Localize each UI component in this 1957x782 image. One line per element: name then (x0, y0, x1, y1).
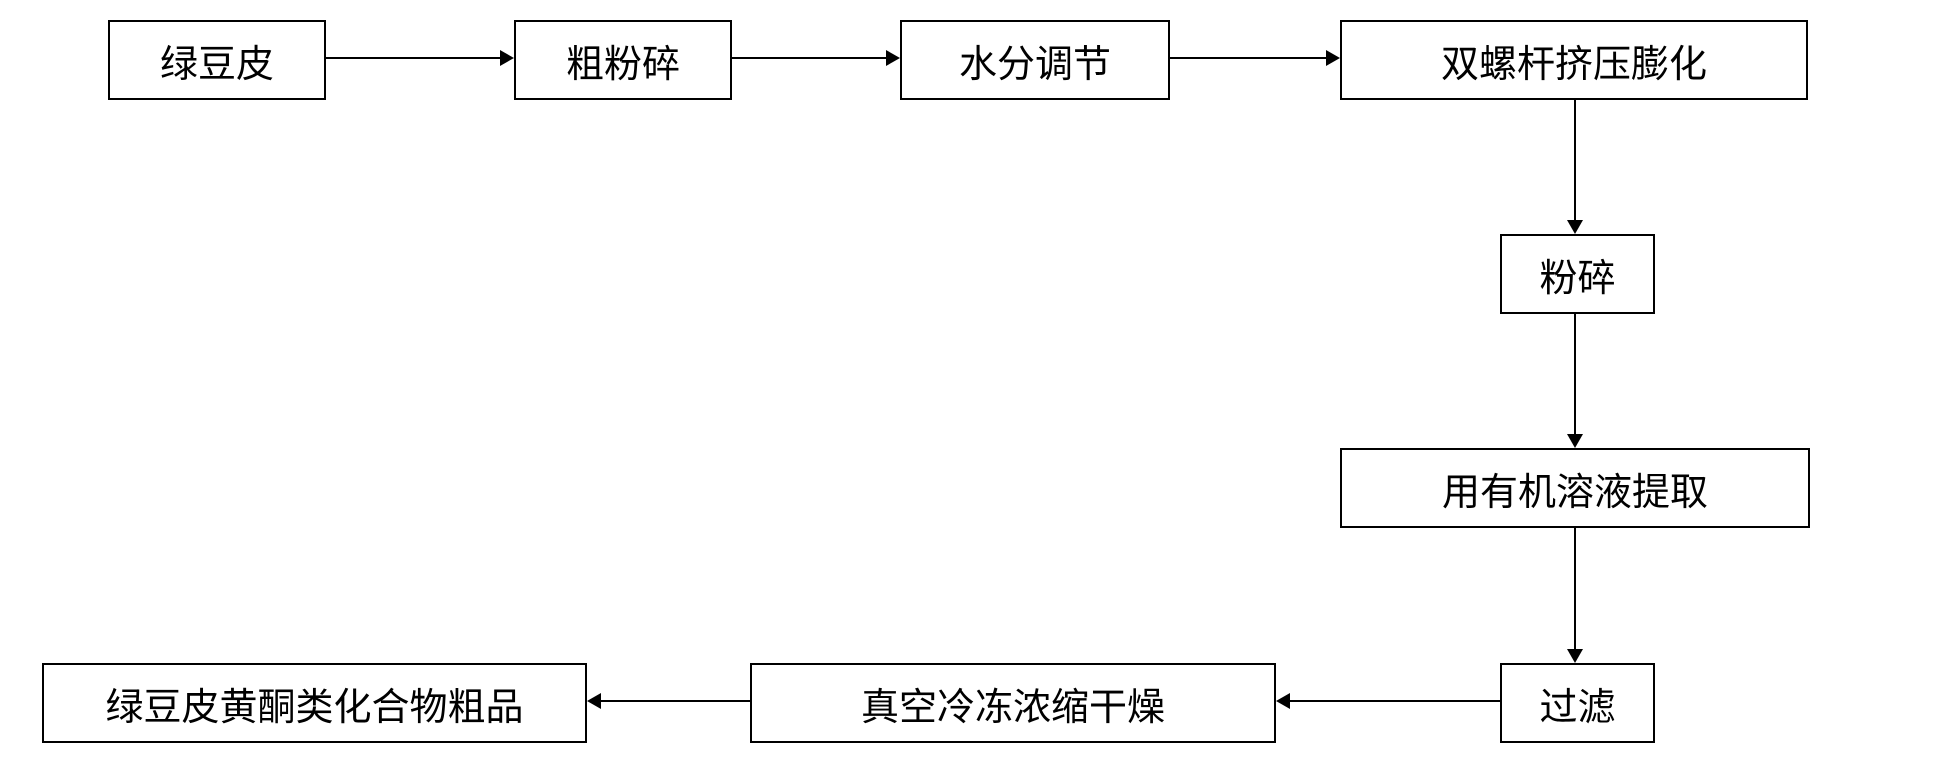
node-label: 粗粉碎 (566, 33, 680, 88)
node-filter: 过滤 (1500, 663, 1655, 743)
node-organic-extraction: 用有机溶液提取 (1340, 448, 1810, 528)
arrow-1-2 (326, 57, 500, 59)
arrow-2-3 (732, 57, 886, 59)
node-label: 粉碎 (1539, 247, 1615, 302)
node-crush: 粉碎 (1500, 234, 1655, 314)
node-crude-flavonoid: 绿豆皮黄酮类化合物粗品 (42, 663, 587, 743)
node-twin-screw-extrusion: 双螺杆挤压膨化 (1340, 20, 1808, 100)
arrow-head-5-6 (1567, 434, 1583, 448)
node-label: 绿豆皮黄酮类化合物粗品 (105, 676, 523, 731)
node-moisture-adjust: 水分调节 (900, 20, 1170, 100)
node-mung-bean-skin: 绿豆皮 (108, 20, 326, 100)
arrow-8-9 (601, 700, 750, 702)
arrow-head-4-5 (1567, 220, 1583, 234)
arrow-3-4 (1170, 57, 1326, 59)
arrow-head-3-4 (1326, 50, 1340, 66)
arrow-head-2-3 (886, 50, 900, 66)
node-label: 双螺杆挤压膨化 (1441, 33, 1707, 88)
node-label: 真空冷冻浓缩干燥 (861, 676, 1165, 731)
arrow-5-6 (1574, 314, 1576, 434)
node-label: 过滤 (1539, 676, 1615, 731)
node-label: 水分调节 (959, 33, 1111, 88)
arrow-head-6-7 (1567, 649, 1583, 663)
node-label: 绿豆皮 (160, 33, 274, 88)
arrow-head-8-9 (587, 693, 601, 709)
arrow-7-8 (1290, 700, 1500, 702)
arrow-4-5 (1574, 100, 1576, 220)
node-vacuum-freeze-dry: 真空冷冻浓缩干燥 (750, 663, 1276, 743)
node-label: 用有机溶液提取 (1442, 461, 1708, 516)
arrow-6-7 (1574, 528, 1576, 649)
node-coarse-crush: 粗粉碎 (514, 20, 732, 100)
arrow-head-1-2 (500, 50, 514, 66)
arrow-head-7-8 (1276, 693, 1290, 709)
